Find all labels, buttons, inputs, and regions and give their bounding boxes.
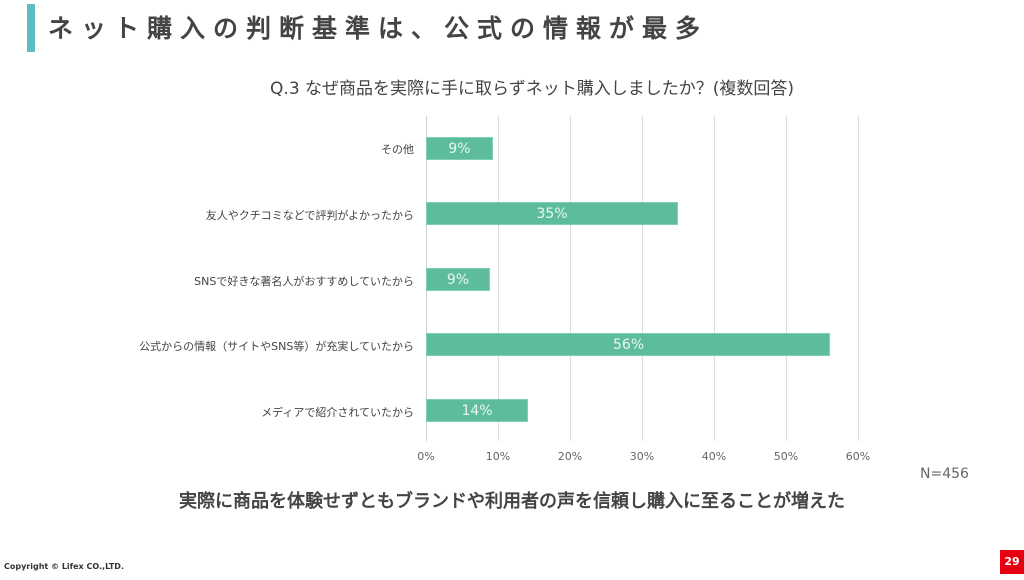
gridline-50 [786,116,787,441]
copyright: Copyright © Lifex CO.,LTD. [4,562,124,571]
x-tick: 30% [629,450,655,463]
title-accent-bar [27,4,35,52]
category-label: メディアで紹介されていたから [261,406,414,419]
x-tick: 0% [417,450,435,463]
page-number-badge: 29 [1000,550,1024,574]
category-label: SNSで好きな著名人がおすすめしていたから [194,275,414,288]
gridline-60 [858,116,859,441]
gridline-20 [570,116,571,441]
category-label: その他 [381,143,414,156]
sample-size: N=456 [920,466,969,482]
x-tick: 50% [773,450,799,463]
bar: 9% [426,268,490,291]
gridline-40 [714,116,715,441]
x-tick: 20% [557,450,583,463]
bar: 35% [426,202,678,225]
x-tick: 60% [845,450,871,463]
gridline-30 [642,116,643,441]
x-tick: 10% [485,450,511,463]
gridline-10 [498,116,499,441]
x-tick: 40% [701,450,727,463]
bar: 14% [426,399,528,422]
slide-title: ネット購入の判断基準は、公式の情報が最多 [48,14,709,43]
conclusion-text: 実際に商品を体験せずともブランドや利用者の声を信頼し購入に至ることが増えた [179,491,845,512]
bar: 56% [426,333,830,356]
bar: 9% [426,137,493,160]
chart-title: Q.3 なぜ商品を実際に手に取らずネット購入しましたか？(複数回答) [270,79,794,99]
category-label: 公式からの情報（サイトやSNS等）が充実していたから [139,340,414,353]
category-label: 友人やクチコミなどで評判がよかったから [205,209,414,222]
